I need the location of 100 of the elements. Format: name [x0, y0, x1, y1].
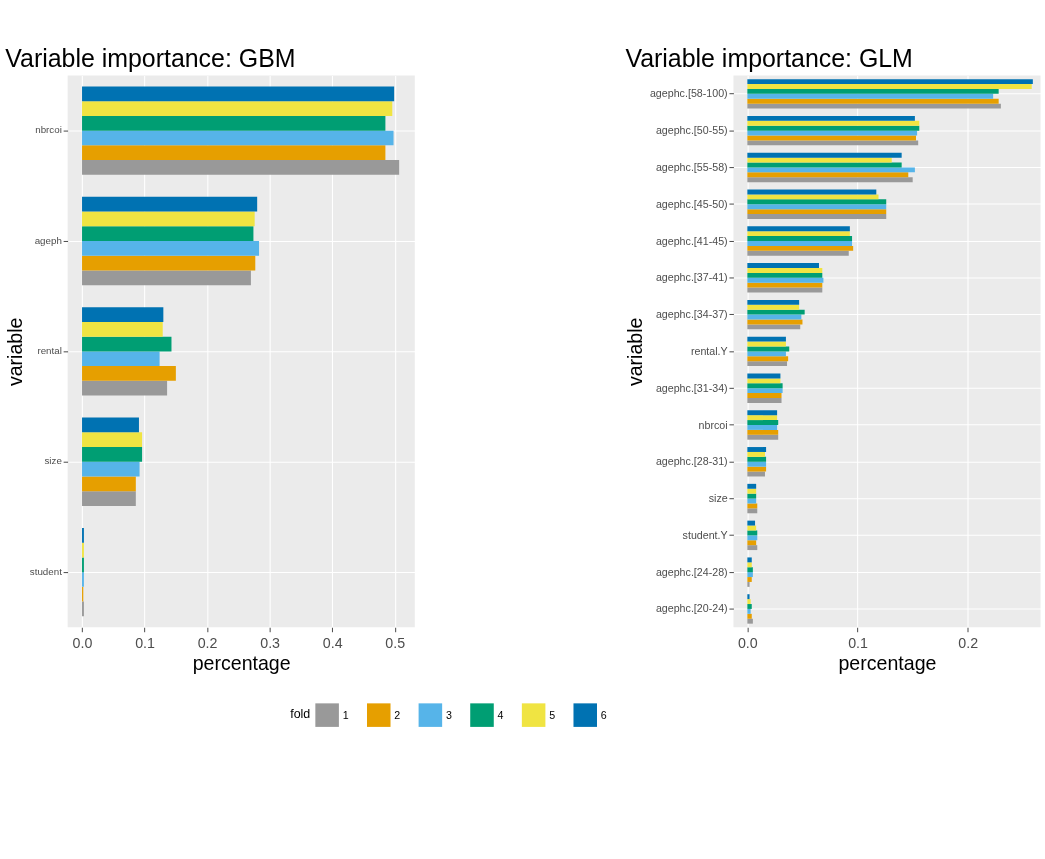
bar	[747, 581, 750, 587]
bar	[747, 199, 887, 205]
bar	[747, 356, 789, 362]
bar	[747, 493, 757, 499]
bar	[747, 545, 758, 551]
x-tick-label: 0.0	[737, 635, 758, 652]
bar	[82, 211, 255, 227]
y-tick-label: size	[44, 455, 62, 467]
chart-title: Variable importance: GBM	[5, 43, 296, 72]
y-axis-title: variable	[623, 317, 646, 387]
bar	[747, 410, 778, 416]
bar	[747, 226, 850, 232]
bar	[747, 120, 920, 126]
bar	[82, 321, 163, 337]
x-tick-label: 0.0	[72, 635, 93, 652]
bar	[82, 351, 160, 367]
y-tick-label: nbrcoi	[35, 124, 62, 136]
bar	[747, 361, 788, 367]
x-axis-title: percentage	[192, 651, 291, 674]
bar	[82, 336, 172, 352]
x-tick-label: 0.1	[848, 635, 868, 652]
bar	[747, 140, 919, 146]
bar	[747, 167, 915, 173]
bar	[82, 307, 164, 322]
bar	[747, 157, 892, 163]
bar	[82, 491, 136, 506]
bar	[747, 488, 757, 494]
y-tick-label: agephc.[24-28)	[655, 565, 728, 578]
y-tick-label: agephc.[50-55)	[655, 124, 728, 137]
bar	[82, 101, 393, 116]
bar	[747, 378, 781, 384]
bar	[747, 429, 779, 435]
bar	[747, 299, 800, 305]
bar	[747, 434, 779, 440]
y-tick-label: student.Y	[682, 528, 728, 541]
bar	[747, 373, 781, 379]
bar	[747, 204, 887, 210]
legend-label: 6	[600, 708, 607, 721]
bar	[747, 309, 805, 315]
x-axis-title: percentage	[838, 651, 937, 674]
bar	[747, 304, 800, 310]
bar	[747, 351, 786, 357]
bar	[747, 103, 1001, 109]
bar	[747, 336, 786, 342]
bar	[747, 572, 753, 578]
bar	[747, 268, 823, 273]
x-tick-label: 0.3	[260, 635, 281, 652]
bar	[747, 604, 752, 609]
y-tick-label: agephc.[55-58)	[655, 161, 728, 173]
legend-label: 2	[394, 708, 401, 721]
bar	[747, 599, 751, 605]
bar	[82, 145, 386, 161]
bar	[747, 287, 823, 293]
bar	[747, 194, 879, 200]
legend-label: 4	[497, 708, 504, 721]
y-tick-label: agephc.[37-41)	[655, 271, 728, 284]
bar	[747, 567, 753, 573]
y-tick-label: agephc.[45-50)	[655, 197, 728, 210]
bar	[747, 324, 801, 330]
y-tick-label: agephc.[20-24)	[655, 602, 728, 615]
bar	[747, 594, 750, 600]
x-tick-label: 0.1	[135, 635, 155, 652]
bar	[82, 86, 395, 102]
bar	[747, 125, 920, 131]
bar	[747, 415, 778, 421]
bar	[747, 557, 752, 563]
bar	[747, 447, 767, 452]
x-tick-label: 0.2	[197, 635, 218, 652]
bar	[747, 608, 751, 614]
bar	[82, 461, 140, 477]
legend-label: 1	[342, 708, 349, 721]
bar	[747, 231, 850, 237]
bar	[747, 245, 854, 251]
y-axis-title: variable	[3, 317, 26, 387]
bar	[747, 451, 765, 457]
bar	[747, 93, 994, 99]
bar	[747, 535, 758, 541]
bar	[82, 130, 394, 146]
y-tick-label: agephc.[28-31)	[655, 455, 728, 468]
bar	[82, 115, 386, 131]
bar	[747, 388, 783, 394]
y-tick-label: agephc.[58-100)	[649, 87, 728, 100]
x-tick-label: 0.2	[958, 635, 979, 652]
bar	[747, 130, 918, 136]
bar	[747, 115, 915, 121]
bar	[747, 503, 758, 509]
bar	[747, 172, 909, 178]
bar	[747, 393, 782, 398]
chart-title: Variable importance: GLM	[625, 43, 913, 72]
x-tick-label: 0.5	[385, 635, 406, 652]
bar	[747, 250, 849, 256]
bar	[82, 380, 168, 396]
y-tick-label: agephc.[41-45)	[655, 234, 728, 247]
bar	[747, 272, 823, 278]
bar	[747, 214, 887, 219]
bar	[82, 447, 143, 462]
bar	[747, 79, 1033, 85]
bar	[82, 432, 143, 448]
bar	[747, 530, 758, 536]
bar	[747, 562, 752, 568]
